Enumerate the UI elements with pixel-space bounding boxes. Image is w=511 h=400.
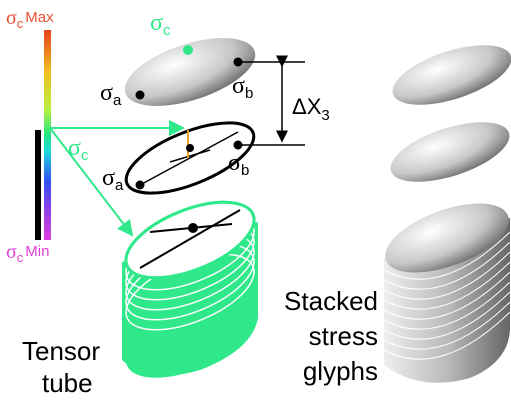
label-part: c [81,147,89,164]
stack-label: glyphs [303,356,378,386]
label-part: c [17,250,24,265]
sigma-a: σa [102,165,124,194]
dot [233,140,243,150]
sigma-c: σc [68,135,89,164]
delta-x3: ΔX3 [292,94,330,124]
label-part: 3 [321,107,329,124]
arrow [49,127,134,237]
min-label: σc Min [6,241,49,265]
sigma-b: σb [232,73,253,102]
label-part: σ [102,165,115,191]
sigma-c: σc [150,10,171,39]
sigma-a: σa [100,80,122,109]
glyph-stack [383,203,511,383]
glyph [390,122,510,182]
label-part: b [241,162,249,179]
stack-label: stress [309,321,378,351]
dot [135,90,145,100]
glyph [392,45,511,105]
label-part: c [163,22,171,39]
tube-label: Tensor [22,336,100,366]
tube-label: tube [42,368,93,398]
label-part: σ [232,73,245,99]
axis [169,149,211,163]
colorbar [44,30,51,240]
sigma-b: σb [228,150,249,179]
axis [139,131,239,186]
label-part: c [17,16,24,31]
max-label: σc Max [6,7,54,31]
glyph [124,38,256,106]
label-part: σ [6,7,17,29]
label-part: Max [25,9,54,26]
label-part: ΔX [292,94,322,119]
dot [183,45,193,55]
label-part: σ [68,135,81,161]
colorbar-black [35,130,41,240]
label-part: σ [150,10,163,36]
label-part: Min [25,243,49,260]
label-part: σ [100,80,113,106]
dot [186,144,194,152]
label-part: a [113,92,122,109]
tube [122,200,258,378]
label-part: b [245,85,253,102]
dot [135,180,145,190]
label-part: σ [6,241,17,263]
stack-label: Stacked [284,286,378,316]
label-part: a [115,177,124,194]
label-part: σ [228,150,241,176]
